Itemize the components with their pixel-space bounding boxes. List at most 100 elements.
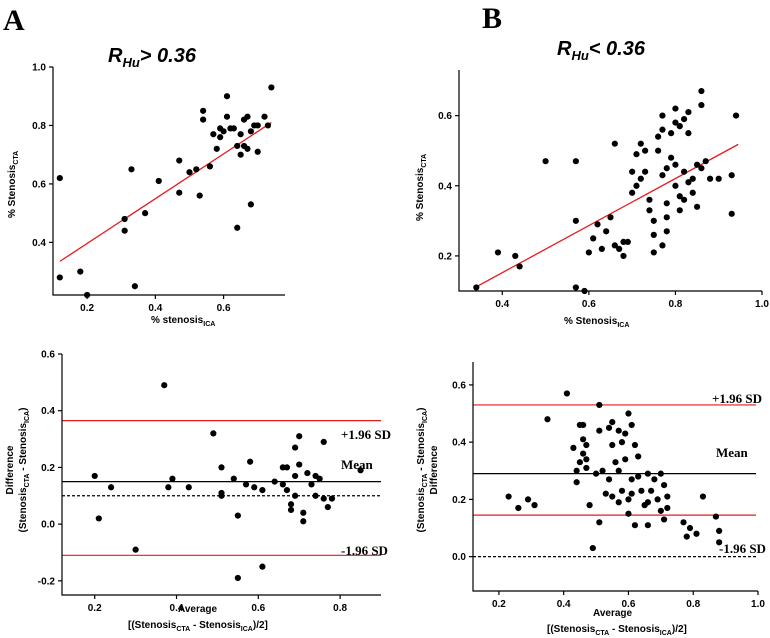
data-point (625, 496, 632, 503)
data-point (328, 495, 336, 502)
data-point (95, 515, 102, 522)
data-point (689, 189, 696, 196)
data-point (712, 513, 719, 520)
chart-b-scatter-xlabel: % StenosisICA (564, 316, 629, 329)
data-point (698, 165, 705, 172)
data-point (680, 116, 688, 123)
data-point (615, 467, 622, 474)
x-tick-label: 0.8 (333, 603, 347, 614)
data-point (131, 283, 138, 290)
x-tick-label: 1.0 (755, 299, 769, 310)
data-point (580, 436, 587, 443)
data-point (121, 215, 128, 223)
data-point (693, 161, 701, 168)
data-point (607, 214, 614, 221)
data-point (644, 499, 651, 506)
data-point (635, 453, 642, 460)
y-tick-label: 0.4 (438, 181, 452, 192)
data-point (672, 119, 679, 126)
data-point (244, 145, 251, 152)
data-point (624, 238, 631, 245)
data-point (473, 284, 480, 291)
data-point (316, 475, 323, 482)
data-point (609, 493, 616, 500)
data-point (542, 158, 549, 165)
data-point (206, 163, 214, 170)
data-point (650, 231, 657, 238)
data-point (622, 430, 629, 437)
data-point (300, 509, 307, 516)
data-point (142, 210, 149, 217)
chart-a-upper-label: +1.96 SD (341, 427, 391, 442)
chart-a-blandaltman-ticks: 0.2 0.4 0.6 0.8 -0.2 0.0 0.2 0.4 0.6 (38, 350, 348, 615)
data-point (646, 207, 653, 214)
data-point (660, 481, 668, 489)
data-point (676, 193, 683, 200)
data-point (728, 172, 735, 179)
data-point (672, 161, 679, 168)
data-point (663, 214, 670, 221)
data-point (589, 544, 596, 552)
data-point (107, 484, 115, 491)
data-point (237, 151, 244, 158)
data-point (590, 235, 597, 242)
data-point (680, 519, 687, 526)
data-point (638, 487, 645, 494)
data-point (706, 175, 714, 182)
data-point (642, 168, 649, 175)
regression-line (59, 121, 272, 262)
data-point (583, 441, 590, 449)
data-point (516, 263, 523, 270)
data-point (668, 130, 675, 137)
x-tick-label: 0.2 (80, 303, 94, 314)
data-point (646, 196, 653, 203)
data-point (242, 481, 250, 488)
data-point (283, 486, 291, 494)
chart-b-blandaltman-ticks: 0.2 0.4 0.6 0.8 1.0 0.0 0.2 0.4 0.6 (452, 380, 765, 610)
data-point (132, 546, 139, 553)
data-point (612, 459, 619, 466)
data-point (702, 158, 709, 165)
chart-b-scatter-ylabel: % StenosisCTA (415, 154, 428, 221)
y-tick-label: 0.4 (452, 438, 466, 449)
data-point (599, 467, 606, 474)
x-tick-label: 1.0 (751, 599, 765, 610)
data-point (625, 410, 632, 417)
data-point (583, 464, 590, 472)
data-point (663, 165, 670, 172)
data-point (618, 487, 626, 494)
data-point (657, 507, 664, 514)
chart-b-upper-label: +1.96 SD (712, 391, 762, 406)
data-point (605, 424, 613, 431)
data-point (596, 427, 603, 434)
x-tick-label: 0.4 (170, 603, 184, 614)
y-tick-label: 0.0 (452, 552, 466, 563)
data-point (609, 441, 616, 449)
y-tick-label: 0.0 (41, 520, 55, 531)
data-point (699, 493, 707, 500)
y-tick-label: 0.6 (438, 111, 452, 122)
chart-b-scatter: 0.4 0.6 0.8 1.0 0.2 0.4 0.6 % StenosisICA % St… (415, 70, 769, 329)
regression-line (476, 143, 739, 288)
data-point (637, 140, 644, 147)
y-tick-label: 1.0 (32, 63, 46, 74)
chart-a-blandaltman-xlabel: Average (178, 604, 218, 615)
data-point (237, 131, 244, 138)
x-tick-label: 0.6 (217, 303, 231, 314)
data-point (644, 470, 651, 477)
data-point (642, 147, 649, 154)
data-point (196, 192, 203, 199)
data-point (570, 444, 577, 451)
data-point (200, 107, 207, 114)
data-point (544, 416, 551, 423)
data-point (693, 203, 701, 210)
data-point (615, 427, 622, 434)
title-b-sub: Hu (571, 48, 588, 63)
data-point (176, 189, 183, 196)
data-point (633, 151, 640, 158)
data-point (234, 224, 241, 231)
data-point (572, 284, 579, 291)
y-tick-label: 0.4 (41, 406, 55, 417)
data-point (217, 134, 224, 141)
data-point (685, 108, 692, 116)
